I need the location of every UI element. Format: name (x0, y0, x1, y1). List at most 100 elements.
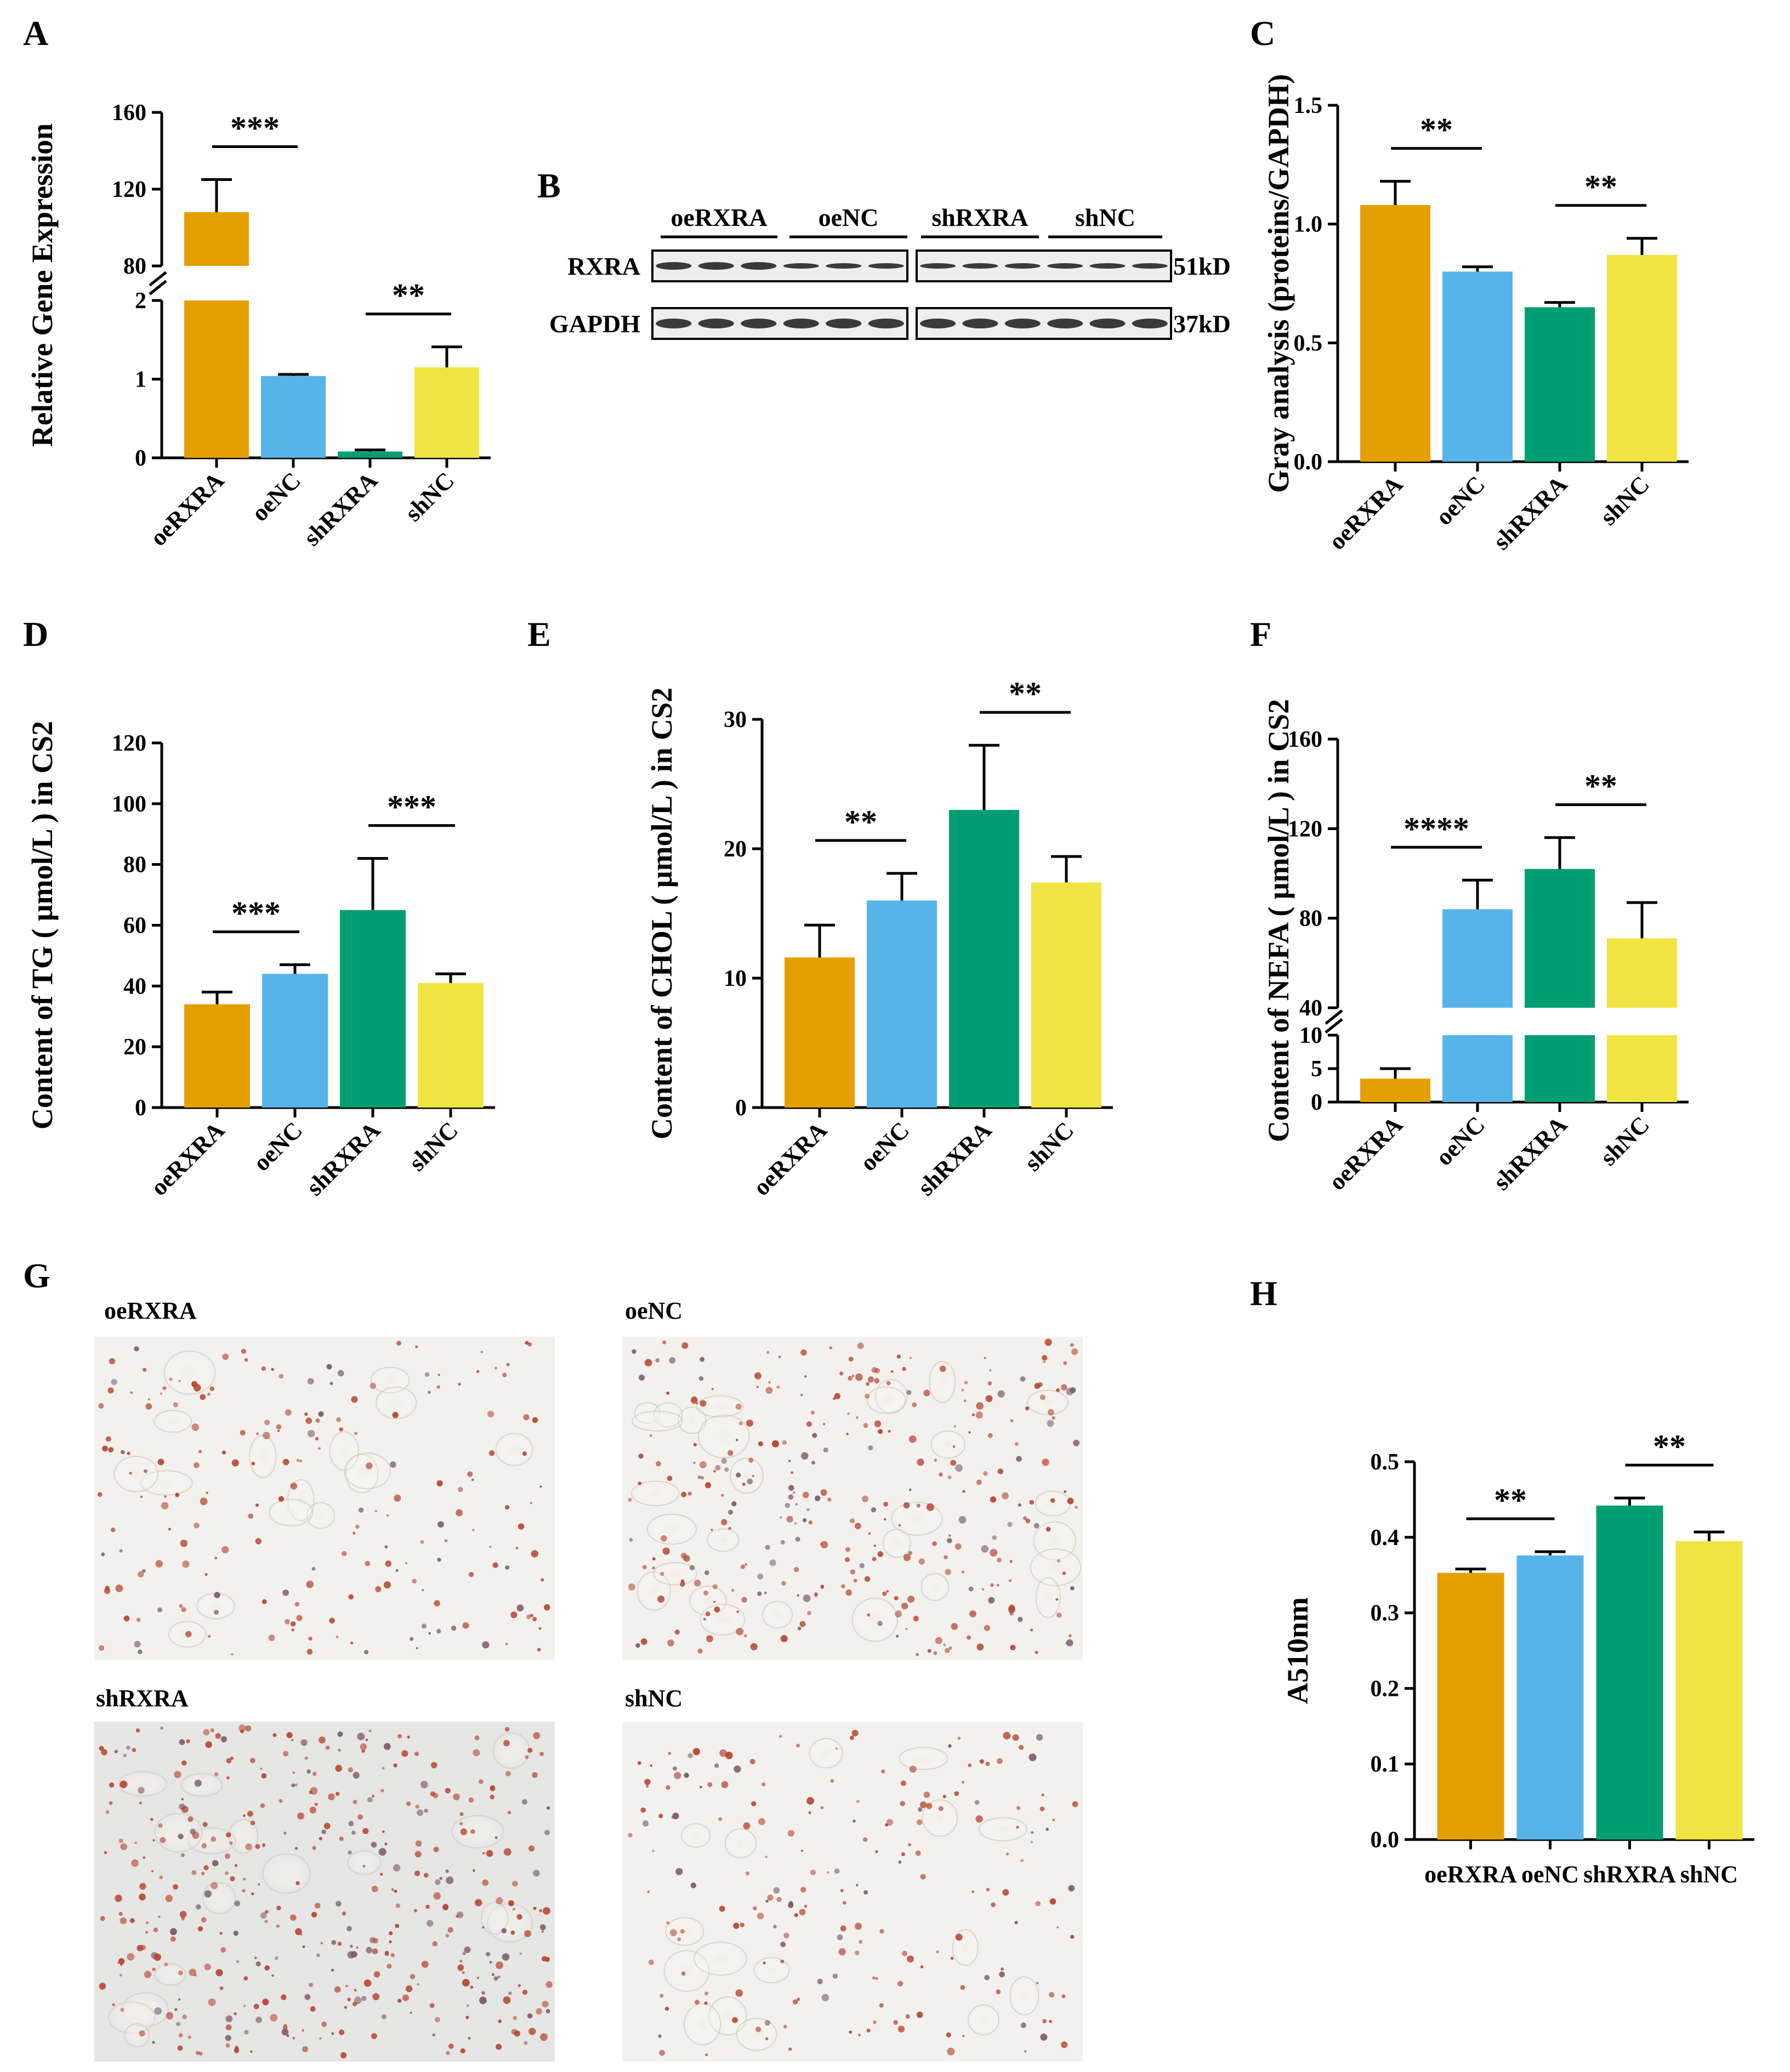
lipid-droplet (857, 1342, 864, 1349)
lipid-droplet (247, 1810, 253, 1817)
lipid-droplet (806, 1797, 815, 1805)
lipid-droplet (435, 1879, 441, 1885)
lipid-droplet (868, 1532, 871, 1535)
lipid-droplet (545, 1981, 553, 1988)
lipid-droplet (658, 1814, 663, 1819)
lipid-droplet (505, 1770, 511, 1776)
lipid-droplet (766, 1350, 770, 1354)
lipid-droplet (233, 1931, 238, 1936)
lipid-droplet (152, 1839, 155, 1842)
lipid-droplet (672, 1813, 679, 1820)
lipid-droplet (302, 1945, 305, 1949)
lipid-droplet (1064, 1490, 1066, 1494)
bar-oerxra-lower (184, 300, 249, 458)
lipid-droplet (182, 2014, 187, 2019)
lipid-droplet (780, 1635, 788, 1642)
lipid-droplet (168, 1528, 171, 1531)
lipid-droplet (1042, 2019, 1047, 2024)
lipid-droplet (482, 1926, 485, 1929)
lipid-droplet (1025, 1518, 1031, 1524)
x-tick-label: shNC (1680, 1861, 1738, 1888)
lipid-droplet (214, 1772, 219, 1776)
lipid-droplet (923, 1791, 930, 1798)
lipid-droplet (430, 1762, 437, 1769)
blot-group-label: oeNC (819, 203, 879, 231)
lipid-droplet (405, 1562, 407, 1565)
lipid-droplet (307, 1429, 315, 1438)
lipid-droplet (1073, 1439, 1080, 1446)
lipid-droplet (878, 1429, 883, 1434)
lipid-droplet (132, 1748, 137, 1752)
lipid-droplet (442, 1904, 449, 1911)
bar-oerxra (184, 212, 249, 266)
lipid-droplet (120, 1780, 128, 1789)
cell-outline (700, 1604, 746, 1636)
lipid-droplet (1020, 1859, 1024, 1862)
lipid-droplet (955, 1933, 963, 1941)
lipid-droplet (193, 1384, 201, 1392)
lipid-droplet (421, 1961, 429, 1968)
lipid-droplet (234, 1900, 241, 1906)
y-tick-label: 0 (135, 446, 146, 471)
lipid-droplet (420, 1780, 428, 1789)
lipid-droplet (1033, 1523, 1039, 1529)
lipid-droplet (189, 1968, 196, 1976)
lipid-droplet (143, 1856, 146, 1859)
lipid-droplet (948, 1744, 952, 1748)
lipid-droplet (236, 1960, 240, 1963)
x-tick-label: shNC (1595, 470, 1655, 530)
lipid-droplet (372, 1993, 380, 2001)
lipid-droplet (207, 1634, 211, 1638)
cell-outline (180, 1773, 223, 1797)
lipid-droplet (178, 1833, 184, 1840)
y-tick-label: 0.2 (1371, 1676, 1400, 1701)
lipid-droplet (214, 1557, 218, 1560)
lipid-droplet (109, 1358, 116, 1365)
lipid-droplet (850, 1569, 856, 1575)
lipid-droplet (872, 1557, 877, 1562)
lipid-droplet (518, 1984, 521, 1988)
lipid-droplet (351, 1830, 356, 1835)
lipid-droplet (843, 1901, 846, 1905)
lipid-droplet (866, 2028, 871, 2033)
blot-band (1047, 319, 1083, 328)
lipid-droplet (1041, 1793, 1044, 1797)
blot-band (741, 319, 777, 328)
lipid-droplet (1016, 1456, 1022, 1462)
lipid-droplet (961, 1570, 965, 1574)
lipid-droplet (642, 1820, 649, 1827)
lipid-droplet (329, 1617, 335, 1624)
lipid-droplet (260, 1767, 263, 1770)
lipid-droplet (879, 1929, 884, 1934)
significance-label: *** (230, 110, 280, 146)
lipid-droplet (178, 2033, 183, 2037)
lipid-droplet (384, 1950, 389, 1955)
lipid-droplet (276, 1424, 282, 1430)
lipid-droplet (629, 1538, 633, 1542)
lipid-droplet (335, 1792, 340, 1796)
lipid-droplet (264, 1920, 268, 1923)
lipid-droplet (397, 1999, 402, 2003)
y-tick-label: 1.0 (1294, 212, 1323, 237)
lipid-droplet (507, 1810, 512, 1814)
lipid-droplet (161, 1502, 169, 1510)
lipid-droplet (969, 1610, 976, 1617)
x-tick-label: shRXRA (298, 467, 383, 551)
chart-panel-e: 0 10 20 30 Content of CHOL ( μmol/L ) in CS2… (645, 675, 1113, 1201)
lipid-droplet (515, 1547, 519, 1549)
lipid-droplet (936, 1950, 939, 1954)
lipid-droplet (127, 1953, 135, 1961)
lipid-droplet (1023, 1516, 1027, 1520)
lipid-droplet (198, 2052, 203, 2056)
lipid-droplet (115, 1894, 122, 1902)
lipid-droplet (840, 1925, 846, 1932)
lipid-droplet (368, 1729, 372, 1733)
lipid-droplet (260, 1803, 265, 1808)
micrograph-image (94, 1722, 555, 2062)
cell-outline (113, 1456, 158, 1492)
lipid-droplet (666, 1921, 670, 1925)
lipid-droplet (788, 1902, 794, 1908)
lipid-droplet (815, 1495, 821, 1501)
lipid-droplet (957, 1736, 961, 1740)
lipid-droplet (457, 1487, 463, 1492)
